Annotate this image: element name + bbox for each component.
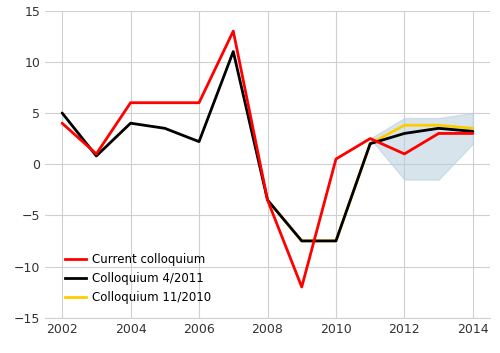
Legend: Current colloquium, Colloquium 4/2011, Colloquium 11/2010: Current colloquium, Colloquium 4/2011, C… [60, 249, 216, 309]
